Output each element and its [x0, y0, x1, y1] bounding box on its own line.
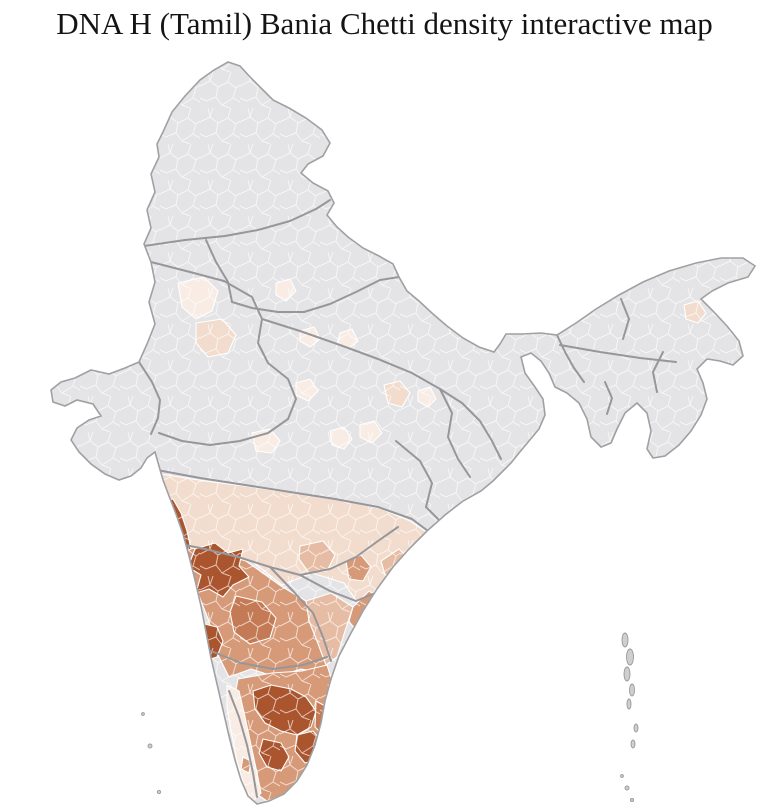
- state-border: [395, 440, 433, 508]
- state-border: [461, 402, 502, 460]
- state-border: [652, 351, 664, 393]
- state-border: [269, 566, 332, 662]
- island[interactable]: [629, 797, 635, 803]
- island[interactable]: [621, 632, 629, 648]
- island[interactable]: [620, 774, 624, 778]
- district-mesh-overlay: [51, 62, 755, 804]
- india-outline: [50, 61, 757, 805]
- island[interactable]: [626, 648, 634, 666]
- island[interactable]: [626, 698, 632, 710]
- state-border: [210, 650, 328, 670]
- state-borders: [138, 199, 677, 798]
- state-border: [138, 361, 161, 435]
- state-border: [439, 388, 471, 478]
- island[interactable]: [629, 683, 635, 697]
- andaman-nicobar-islands[interactable]: [620, 632, 639, 803]
- island[interactable]: [624, 785, 630, 791]
- state-border: [156, 469, 429, 532]
- island[interactable]: [141, 712, 145, 716]
- state-border: [604, 381, 613, 415]
- state-border: [228, 690, 258, 798]
- lakshadweep-islands[interactable]: [141, 712, 162, 795]
- state-border: [143, 199, 331, 247]
- state-border: [205, 239, 400, 313]
- island[interactable]: [630, 739, 636, 749]
- island[interactable]: [147, 743, 153, 749]
- state-border: [620, 298, 630, 340]
- state-border: [150, 261, 297, 446]
- district[interactable]: [320, 746, 331, 761]
- state-border: [556, 334, 585, 383]
- page-title: DNA H (Tamil) Bania Chetti density inter…: [56, 6, 713, 41]
- island[interactable]: [633, 723, 639, 733]
- island[interactable]: [156, 789, 162, 795]
- island[interactable]: [623, 666, 631, 682]
